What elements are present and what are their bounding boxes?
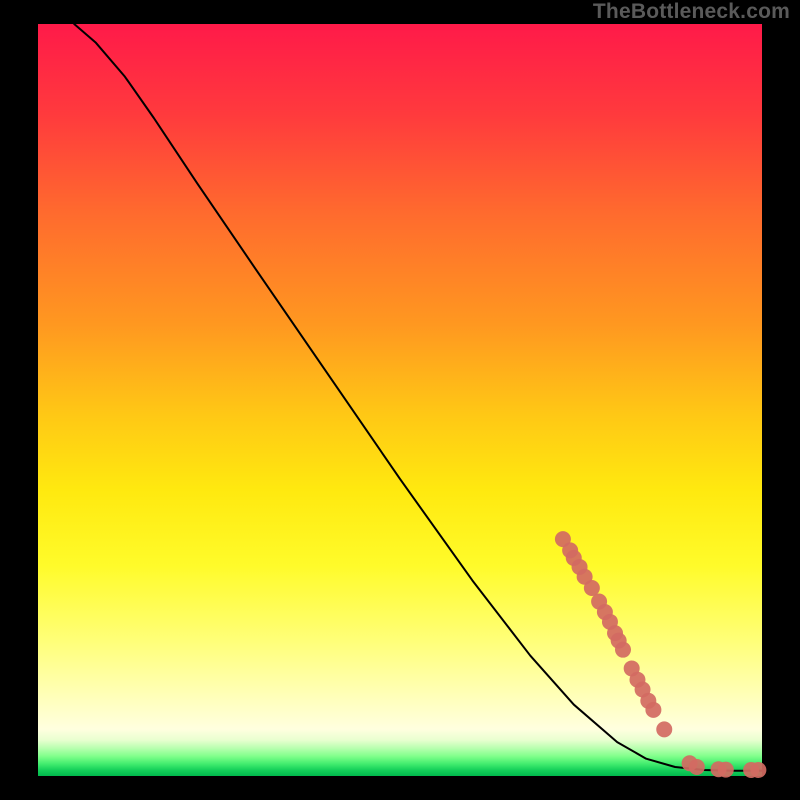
data-marker (718, 762, 734, 778)
data-marker (750, 762, 766, 778)
data-marker (689, 759, 705, 775)
bottleneck-chart-svg (0, 0, 800, 800)
plot-gradient-background (38, 24, 762, 776)
attribution-text: TheBottleneck.com (593, 0, 790, 24)
data-marker (584, 580, 600, 596)
data-marker (615, 642, 631, 658)
data-marker (645, 702, 661, 718)
data-marker (656, 721, 672, 737)
chart-root: TheBottleneck.com (0, 0, 800, 800)
